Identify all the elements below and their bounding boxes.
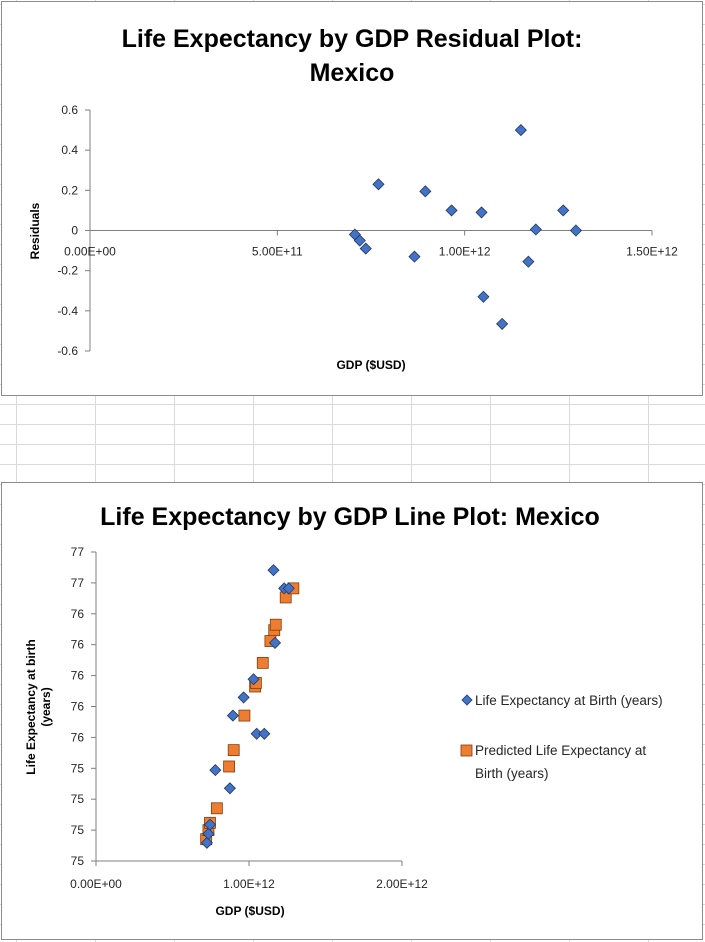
- chart1-x-tick-label: 1.00E+12: [439, 245, 491, 259]
- chart1-y-tick-label: -0.2: [57, 264, 78, 278]
- chart1-residual-point: [372, 178, 385, 191]
- chart2-y-tick-label: 76: [71, 730, 85, 744]
- chart2-x-tick-label: 2.00E+12: [376, 877, 428, 891]
- chart2-actual-point: [202, 827, 215, 840]
- chart2-y-tick-label: 75: [71, 854, 85, 868]
- chart1-x-tick-label: 1.50E+12: [626, 245, 678, 259]
- chart2-y-tick-label: 75: [71, 823, 85, 837]
- chart1-residual-point: [557, 204, 570, 217]
- chart2-x-axis-label: GDP ($USD): [215, 904, 284, 918]
- chart2-y-tick-label: 76: [71, 669, 85, 683]
- residual-plot-svg: Life Expectancy by GDP Residual Plot: Me…: [28, 25, 678, 372]
- chart1-y-axis-label: Residuals: [28, 202, 42, 259]
- chart2-y-tick-label: 77: [71, 576, 85, 590]
- chart1-y-tick-label: -0.6: [57, 344, 78, 358]
- legend-label-predicted-line1: Predicted Life Expectancy at: [475, 743, 646, 758]
- chart1-residual-point: [419, 185, 432, 198]
- chart2-predicted-point: [223, 760, 236, 773]
- chart2-predicted-point: [269, 618, 282, 631]
- chart2-y-tick-label: 76: [71, 638, 85, 652]
- chart2-actual-point: [268, 636, 282, 649]
- legend-marker-actual: [461, 694, 473, 706]
- chart1-x-tick-label: 5.00E+11: [252, 245, 303, 259]
- line-plot-chart[interactable]: Life Expectancy by GDP Line Plot: Mexico…: [1, 482, 703, 940]
- chart1-residual-point: [514, 124, 527, 137]
- chart2-x-tick-label: 0.00E+00: [70, 877, 122, 891]
- legend-marker-predicted: [460, 744, 473, 757]
- chart1-y-tick-label: -0.4: [57, 304, 78, 318]
- chart2-actual-point: [200, 836, 213, 849]
- chart2-actual-point: [203, 818, 217, 831]
- chart1-residual-point: [408, 250, 421, 263]
- chart2-title: Life Expectancy by GDP Line Plot: Mexico: [100, 503, 600, 531]
- chart1-residual-point: [496, 317, 509, 330]
- chart2-y-axis-label-line1: Life Expectancy at birth: [24, 639, 38, 774]
- chart1-y-tick-label: 0.6: [61, 103, 78, 117]
- chart1-residual-point: [475, 206, 488, 219]
- chart2-y-tick-label: 77: [71, 545, 85, 559]
- chart1-residual-point: [353, 234, 366, 247]
- chart2-predicted-point: [210, 802, 223, 815]
- chart2-y-axis-label-line2: (years): [39, 687, 53, 726]
- chart1-residual-point: [522, 255, 535, 268]
- chart1-title-line1: Life Expectancy by GDP Residual Plot:: [122, 25, 583, 53]
- chart2-y-tick-label: 76: [71, 700, 85, 714]
- chart1-y-tick-label: 0.4: [61, 143, 78, 157]
- chart2-legend: Life Expectancy at Birth (years) Predict…: [460, 693, 663, 781]
- line-plot-svg: Life Expectancy by GDP Line Plot: Mexico…: [24, 503, 663, 918]
- chart2-y-tick-label: 76: [71, 607, 85, 621]
- chart1-residual-point: [569, 224, 583, 237]
- chart1-y-tick-label: 0: [71, 224, 78, 238]
- chart2-actual-point: [209, 764, 222, 777]
- legend-label-predicted-line2: Birth (years): [475, 766, 549, 781]
- chart2-y-tick-label: 75: [71, 792, 85, 806]
- chart2-predicted-point: [238, 709, 251, 722]
- chart1-residual-point: [445, 204, 458, 217]
- chart2-actual-point: [267, 564, 280, 577]
- chart1-title-line2: Mexico: [310, 59, 395, 87]
- legend-label-actual: Life Expectancy at Birth (years): [475, 693, 663, 708]
- chart2-actual-point: [223, 782, 236, 795]
- chart2-actual-point: [237, 691, 250, 704]
- chart2-predicted-point: [256, 656, 269, 669]
- chart1-y-tick-label: 0.2: [61, 183, 78, 197]
- chart1-residual-point: [477, 290, 490, 303]
- chart1-residual-point: [529, 223, 542, 236]
- chart2-predicted-point: [227, 744, 240, 757]
- chart2-x-tick-label: 1.00E+12: [223, 877, 275, 891]
- chart2-y-tick-label: 75: [71, 761, 85, 775]
- chart2-actual-point: [226, 709, 240, 722]
- chart1-x-tick-label: 0.00E+00: [64, 245, 116, 259]
- chart2-actual-point: [258, 727, 271, 740]
- chart1-x-axis-label: GDP ($USD): [336, 358, 405, 372]
- chart2-actual-point: [247, 673, 260, 686]
- residual-plot-chart[interactable]: Life Expectancy by GDP Residual Plot: Me…: [1, 1, 703, 396]
- chart2-actual-point: [282, 582, 295, 595]
- chart1-residual-point: [359, 242, 372, 255]
